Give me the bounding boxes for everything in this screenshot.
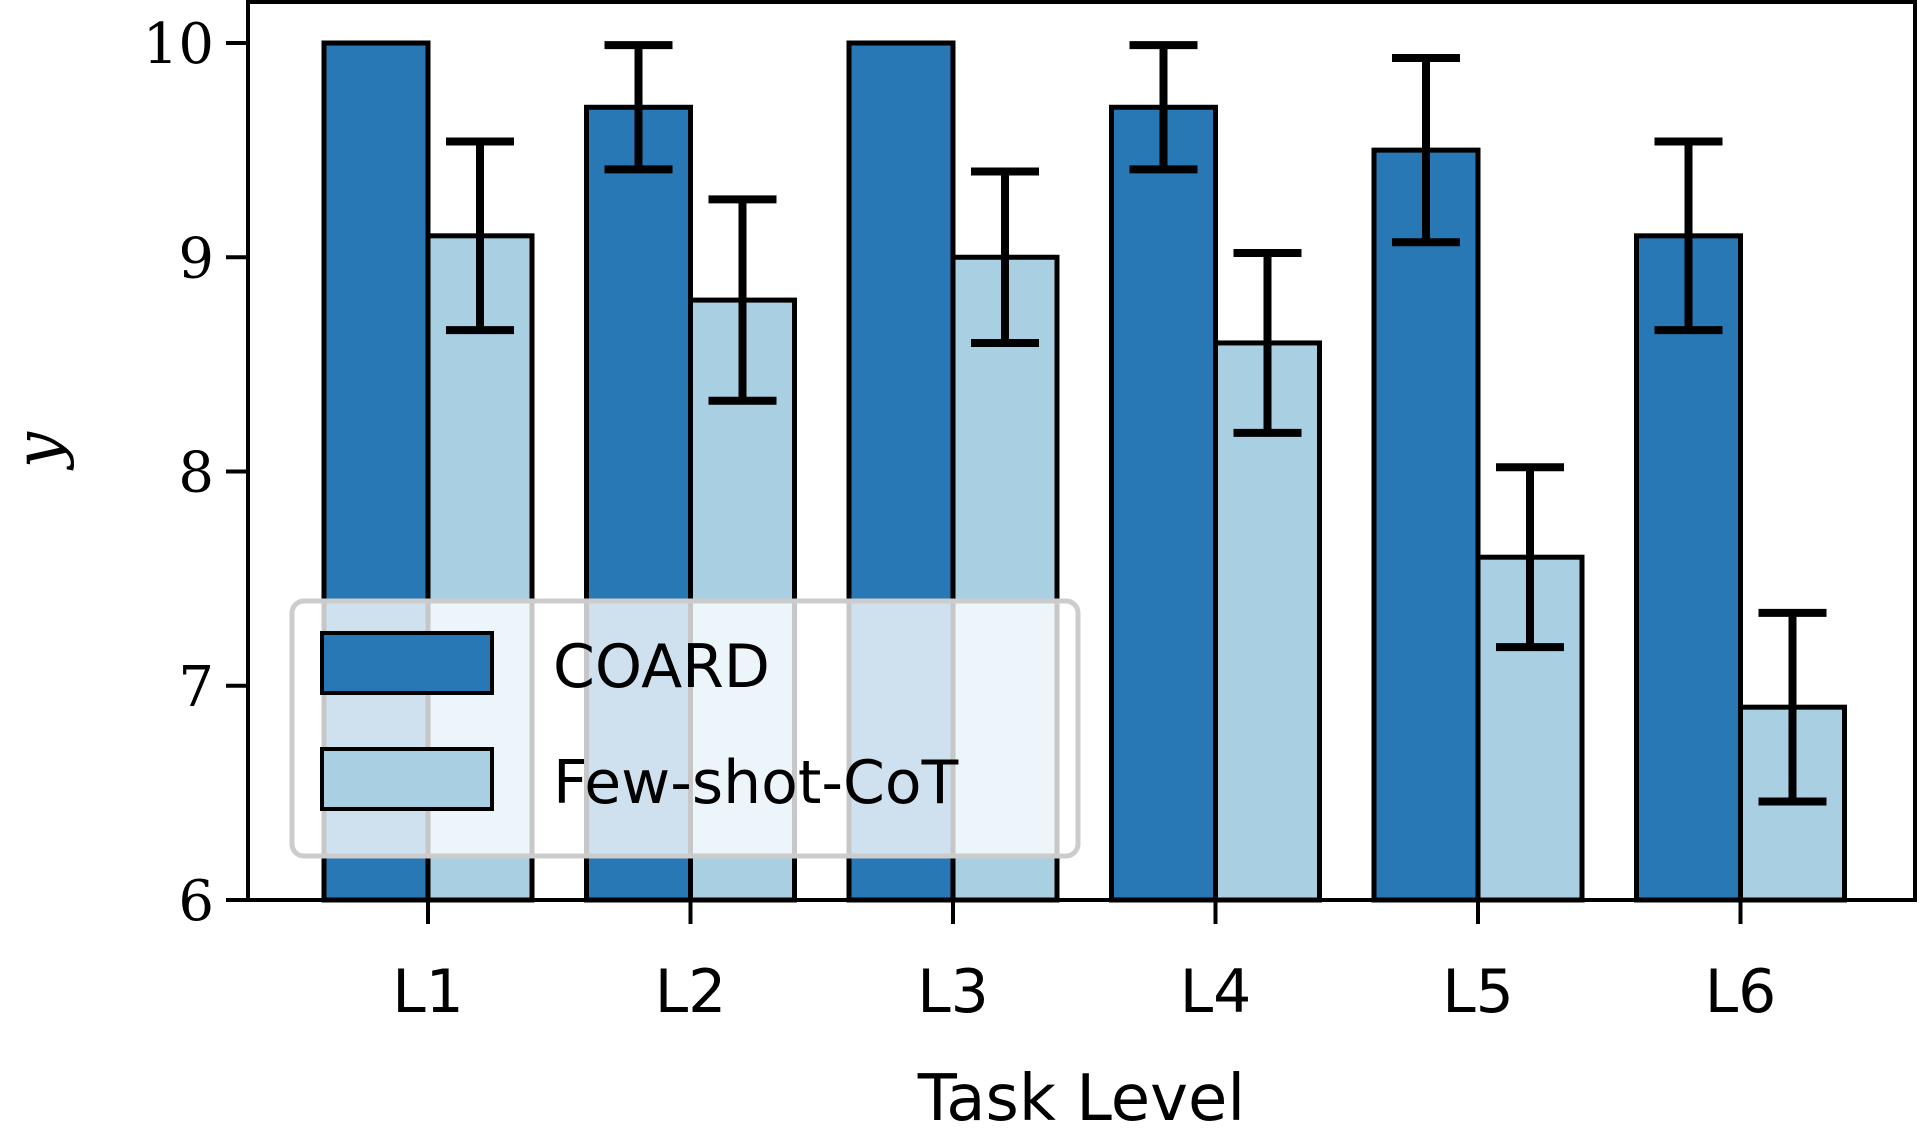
legend-label-few-shot-cot: Few-shot-CoT xyxy=(553,748,959,818)
error-bar-few-shot-cot-l6 xyxy=(1758,608,1827,806)
x-axis-ticks: L1 L2 L3 L4 L5 L6 xyxy=(392,900,1776,1027)
y-tick-label: 10 xyxy=(143,12,214,77)
error-bar-coard-l4 xyxy=(1129,41,1198,174)
x-axis-label: Task Level xyxy=(917,1062,1245,1136)
x-tick-label-l5: L5 xyxy=(1442,957,1514,1027)
error-bar-few-shot-cot-l3 xyxy=(971,167,1039,347)
y-tick-label: 6 xyxy=(178,869,214,934)
bar-coard-l5 xyxy=(1371,147,1481,903)
y-tick-label: 8 xyxy=(178,441,214,506)
error-bar-coard-l2 xyxy=(604,41,673,174)
x-tick-label-l1: L1 xyxy=(392,957,464,1027)
bar-coard-l6 xyxy=(1634,233,1743,903)
y-axis-ticks: 6 7 8 9 10 xyxy=(143,12,248,934)
legend-label-coard: COARD xyxy=(553,632,770,702)
bar-coard-l4 xyxy=(1109,104,1218,903)
y-tick-label: 9 xyxy=(178,226,214,291)
x-tick-label-l2: L2 xyxy=(655,957,727,1027)
x-tick-label-l4: L4 xyxy=(1180,957,1252,1027)
error-bar-few-shot-cot-l1 xyxy=(446,137,514,335)
y-axis-label: y xyxy=(2,431,76,471)
legend: COARD Few-shot-CoT xyxy=(289,598,1081,859)
x-tick-label-l6: L6 xyxy=(1705,957,1777,1027)
error-bar-few-shot-cot-l5 xyxy=(1496,463,1564,652)
x-tick-label-l3: L3 xyxy=(917,957,989,1027)
axes-frame xyxy=(246,0,1917,902)
error-bar-coard-l5 xyxy=(1392,53,1460,247)
error-bar-coard-l6 xyxy=(1654,137,1723,335)
error-bar-few-shot-cot-l2 xyxy=(708,195,777,405)
error-bars xyxy=(446,41,1827,806)
error-bar-few-shot-cot-l4 xyxy=(1233,248,1302,437)
legend-swatch-few-shot-cot xyxy=(320,747,494,811)
y-tick-label: 7 xyxy=(178,655,214,720)
legend-swatch-coard xyxy=(320,631,494,695)
